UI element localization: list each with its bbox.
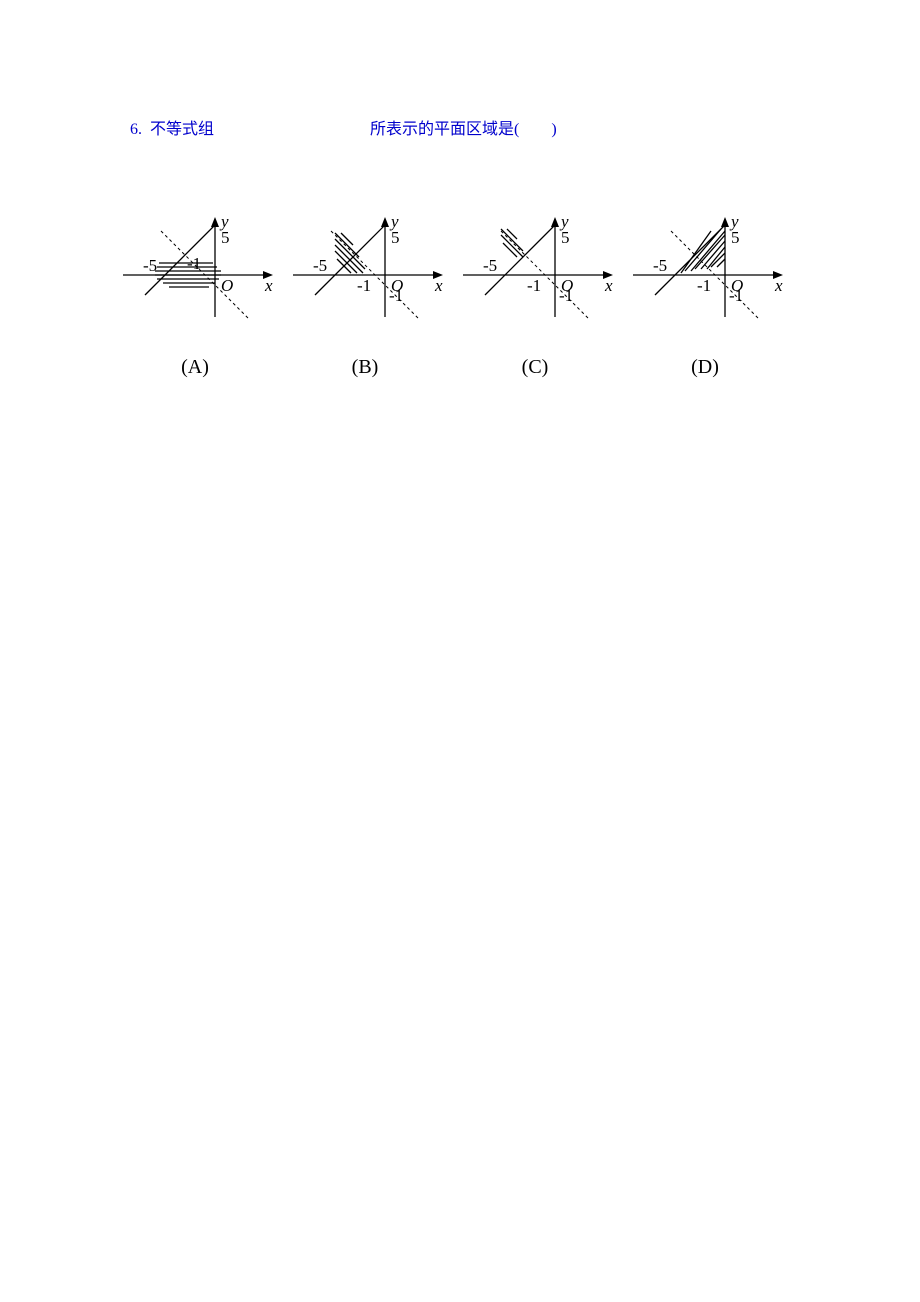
x-axis-label: x (774, 276, 783, 295)
coordinate-plot: yxO5-5-1 (110, 210, 280, 350)
x-mid-tick: -1 (187, 254, 201, 273)
question-text: 6. 不等式组 所表示的平面区域是( ) (130, 115, 561, 139)
y-top-tick: 5 (561, 228, 570, 247)
y-top-tick: 5 (221, 228, 230, 247)
y-bottom-tick: -1 (559, 286, 573, 305)
x-mid-tick: -1 (527, 276, 541, 295)
y-bottom-tick: -1 (389, 286, 403, 305)
x-left-tick: -5 (653, 256, 667, 275)
x-mid-tick: -1 (357, 276, 371, 295)
option-label: (A) (181, 356, 209, 379)
x-axis-label: x (604, 276, 613, 295)
x-left-tick: -5 (313, 256, 327, 275)
x-axis-label: x (264, 276, 273, 295)
chart-option-D: yxO5-5-1-1(D) (620, 210, 790, 379)
origin-label: O (221, 276, 233, 295)
question-suffix: 所表示的平面区域是( ) (370, 121, 557, 138)
option-label: (C) (522, 356, 549, 379)
y-top-tick: 5 (731, 228, 740, 247)
x-axis-label: x (434, 276, 443, 295)
y-bottom-tick: -1 (729, 286, 743, 305)
x-left-tick: -5 (483, 256, 497, 275)
chart-option-C: yxO5-5-1-1(C) (450, 210, 620, 379)
coordinate-plot: yxO5-5-1-1 (280, 210, 450, 350)
option-label: (B) (352, 356, 379, 379)
charts-row: yxO5-5-1(A)yxO5-5-1-1(B)yxO5-5-1-1(C)yxO… (110, 210, 790, 379)
option-label: (D) (691, 356, 719, 379)
question-prefix: 不等式组 (150, 121, 214, 138)
chart-option-B: yxO5-5-1-1(B) (280, 210, 450, 379)
coordinate-plot: yxO5-5-1-1 (450, 210, 620, 350)
x-left-tick: -5 (143, 256, 157, 275)
question-number: 6. (130, 121, 142, 138)
chart-option-A: yxO5-5-1(A) (110, 210, 280, 379)
y-top-tick: 5 (391, 228, 400, 247)
x-mid-tick: -1 (697, 276, 711, 295)
coordinate-plot: yxO5-5-1-1 (620, 210, 790, 350)
